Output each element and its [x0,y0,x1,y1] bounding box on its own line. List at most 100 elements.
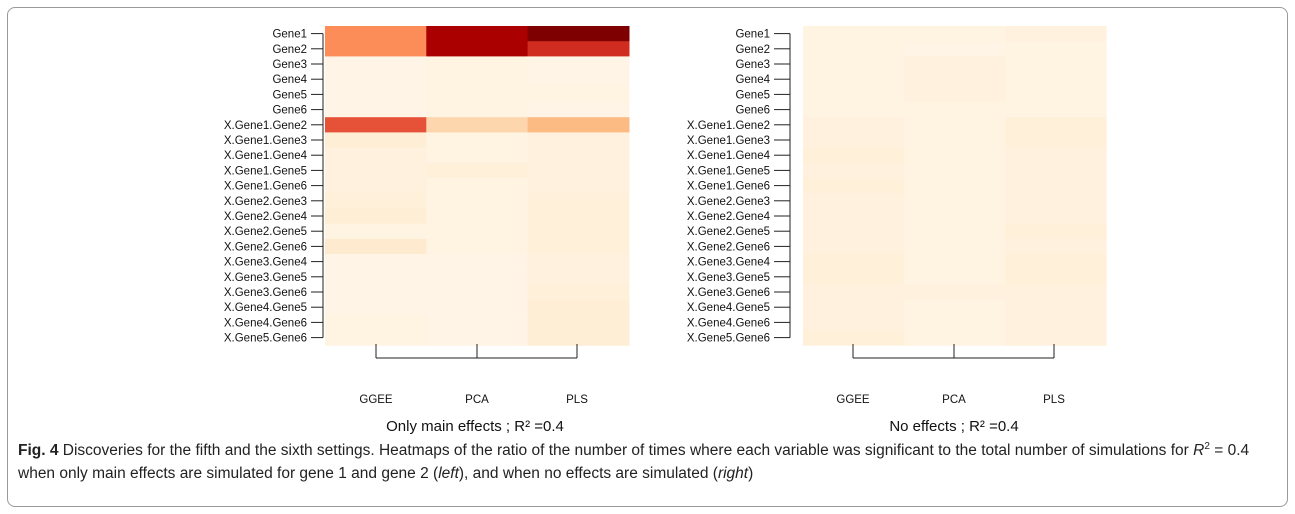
heatmap-cell [325,193,427,209]
heatmap-panel-2: Gene1 Gene2 Gene3 Gene4 Gene5 Gene6 X.Gene1.Ge… [687,26,1107,435]
heatmap-cell [904,269,1006,285]
heatmap-cell [426,147,529,164]
heatmap-cell [426,223,529,240]
heatmap-cell [426,284,529,301]
row-tick-label: X.Gene2.Gene3 [224,196,307,208]
heatmap-cell [904,147,1006,164]
figure-caption: Fig. 4 Discoveries for the fifth and the… [18,435,1280,485]
heatmap-cell [426,330,529,346]
row-tick-label: X.Gene2.Gene3 [687,196,770,208]
heatmap-cell [426,269,529,285]
row-tick-label: X.Gene2.Gene5 [687,226,770,238]
row-tick-label: X.Gene3.Gene5 [224,272,307,284]
heatmap-cell [1005,223,1107,240]
row-tick-label: Gene4 [735,74,770,86]
row-tick-label: Gene6 [272,105,307,117]
heatmap-cell [527,117,630,133]
heatmap-cell [527,71,630,88]
heatmap-cell [803,147,905,164]
heatmap-cell [325,284,427,301]
row-tick-label: X.Gene1.Gene3 [687,135,770,147]
heatmap-cell [1005,284,1107,301]
heatmap-cell [325,238,427,255]
heatmap-cell [803,26,905,42]
heatmap-cell [325,86,427,103]
heatmap-cell [1005,314,1107,331]
heatmap-cell [426,117,529,133]
caption-r-exponent: 2 [1204,441,1210,452]
row-tick-label: X.Gene3.Gene4 [687,257,771,269]
heatmap-cell [803,41,905,57]
heatmap-cell [325,330,427,346]
heatmap-cell [904,330,1006,346]
heatmap-panel-1: Gene1 Gene2 Gene3 Gene4 Gene5 Gene6 X.Gene1.Ge… [224,26,630,435]
heatmap-cell [803,330,905,346]
column-tick-label: PLS [566,394,588,406]
heatmap-cell [1005,26,1107,42]
heatmap-cell [325,162,427,179]
heatmap-cell [904,254,1006,270]
heatmap-cell [1005,71,1107,88]
row-tick-label: X.Gene1.Gene2 [687,120,770,132]
heatmap-cell [325,208,427,225]
heatmap-cell [1005,269,1107,285]
row-tick-label: X.Gene1.Gene6 [224,181,307,193]
column-tick-label: GGEE [359,394,393,406]
heatmap-cell [803,314,905,331]
caption-text-4: ) [748,465,754,483]
row-tick-label: X.Gene1.Gene2 [224,120,307,132]
heatmap-cell [904,193,1006,209]
row-tick-label: X.Gene4.Gene6 [224,317,307,329]
heatmap-cell [527,284,630,301]
row-tick-label: X.Gene3.Gene6 [224,287,307,299]
caption-left-word: left [438,465,459,483]
heatmap-cell [527,147,630,164]
row-tick-label: X.Gene1.Gene4 [687,150,771,162]
heatmap-cell [325,117,427,133]
heatmap-cell [1005,238,1107,255]
heatmap-cell [803,102,905,118]
heatmap-cell [426,71,529,88]
heatmap-cell [904,238,1006,255]
heatmap-cell [527,314,630,331]
heatmap-cell [1005,56,1107,73]
row-tick-label: Gene6 [735,105,770,117]
row-tick-label: X.Gene2.Gene6 [224,241,307,253]
heatmap-cell [426,102,529,118]
heatmap-cell [904,223,1006,240]
row-tick-label: X.Gene4.Gene5 [687,302,770,314]
heatmap-cell [803,56,905,73]
row-tick-label: X.Gene2.Gene4 [224,211,308,223]
heatmap-cell [527,86,630,103]
caption-text-3: ), and when no effects are simulated ( [458,465,718,483]
heatmap-cell [1005,299,1107,316]
heatmap-cell [527,193,630,209]
heatmap-cell [803,223,905,240]
heatmap-cell [904,162,1006,179]
panel-title: Only main effects ; R² =0.4 [386,418,564,435]
heatmap-cell [904,102,1006,118]
heatmap-cell [426,132,529,149]
heatmap-cell [325,147,427,164]
heatmap-cell [803,238,905,255]
row-tick-label: X.Gene3.Gene6 [687,287,770,299]
heatmap-cell [904,117,1006,133]
heatmap-cell [426,299,529,316]
row-tick-label: Gene2 [735,44,770,56]
column-tick-label: PCA [942,394,966,406]
heatmap-cell [325,71,427,88]
column-tick-label: GGEE [836,394,870,406]
heatmap-cell [426,178,529,194]
heatmap-cell [803,162,905,179]
row-tick-label: X.Gene1.Gene5 [687,165,770,177]
heatmap-cell [325,314,427,331]
caption-text-1: Discoveries for the fifth and the sixth … [58,442,1194,460]
heatmap-cell [426,193,529,209]
heatmap-cell [1005,330,1107,346]
heatmap-cell [803,284,905,301]
heatmap-cell [527,56,630,73]
heatmap-cell [527,41,630,57]
row-tick-label: X.Gene2.Gene4 [687,211,771,223]
heatmap-cell [904,86,1006,103]
heatmap-cell [426,314,529,331]
